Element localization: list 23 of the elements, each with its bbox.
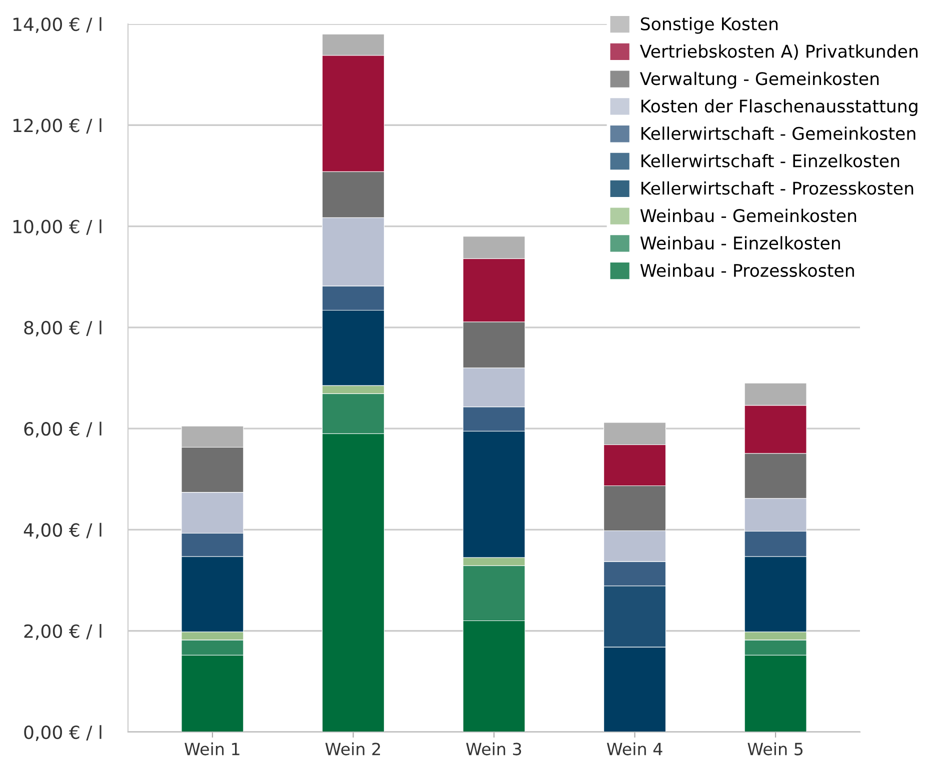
x-tick-label: Wein 3 <box>466 742 522 756</box>
y-tick-label: 2,00 € / l <box>24 624 102 640</box>
y-tick-label: 12,00 € / l <box>13 118 102 134</box>
y-tick-label: 14,00 € / l <box>13 17 102 33</box>
legend-label: Weinbau - Einzelkosten <box>640 236 840 250</box>
legend-label: Kellerwirtschaft - Prozesskosten <box>641 181 914 195</box>
legend-label: Verwaltung - Gemeinkosten <box>640 72 879 89</box>
x-tick-label: Wein 5 <box>748 742 803 756</box>
legend-label: Kosten der Flaschenausstattung <box>641 99 918 116</box>
x-tick-label: Wein 1 <box>184 742 240 756</box>
legend-label: Weinbau - Gemeinkosten <box>640 208 856 222</box>
y-tick-label: 8,00 € / l <box>24 320 102 336</box>
y-tick-label: 4,00 € / l <box>24 522 102 539</box>
y-tick-label: 10,00 € / l <box>13 219 102 236</box>
legend-label: Vertriebskosten A) Privatkunden <box>640 44 918 60</box>
legend-label: Kellerwirtschaft - Einzelkosten <box>641 154 900 168</box>
legend-label: Sonstige Kosten <box>640 16 778 34</box>
x-tick-label: Wein 2 <box>325 742 380 756</box>
x-tick-label: Wein 4 <box>606 742 662 756</box>
y-tick-label: 6,00 € / l <box>24 422 102 438</box>
y-tick-label: 0,00 € / l <box>24 725 102 741</box>
legend-label: Kellerwirtschaft - Gemeinkosten <box>641 126 916 140</box>
legend-label: Weinbau - Prozesskosten <box>640 264 854 277</box>
